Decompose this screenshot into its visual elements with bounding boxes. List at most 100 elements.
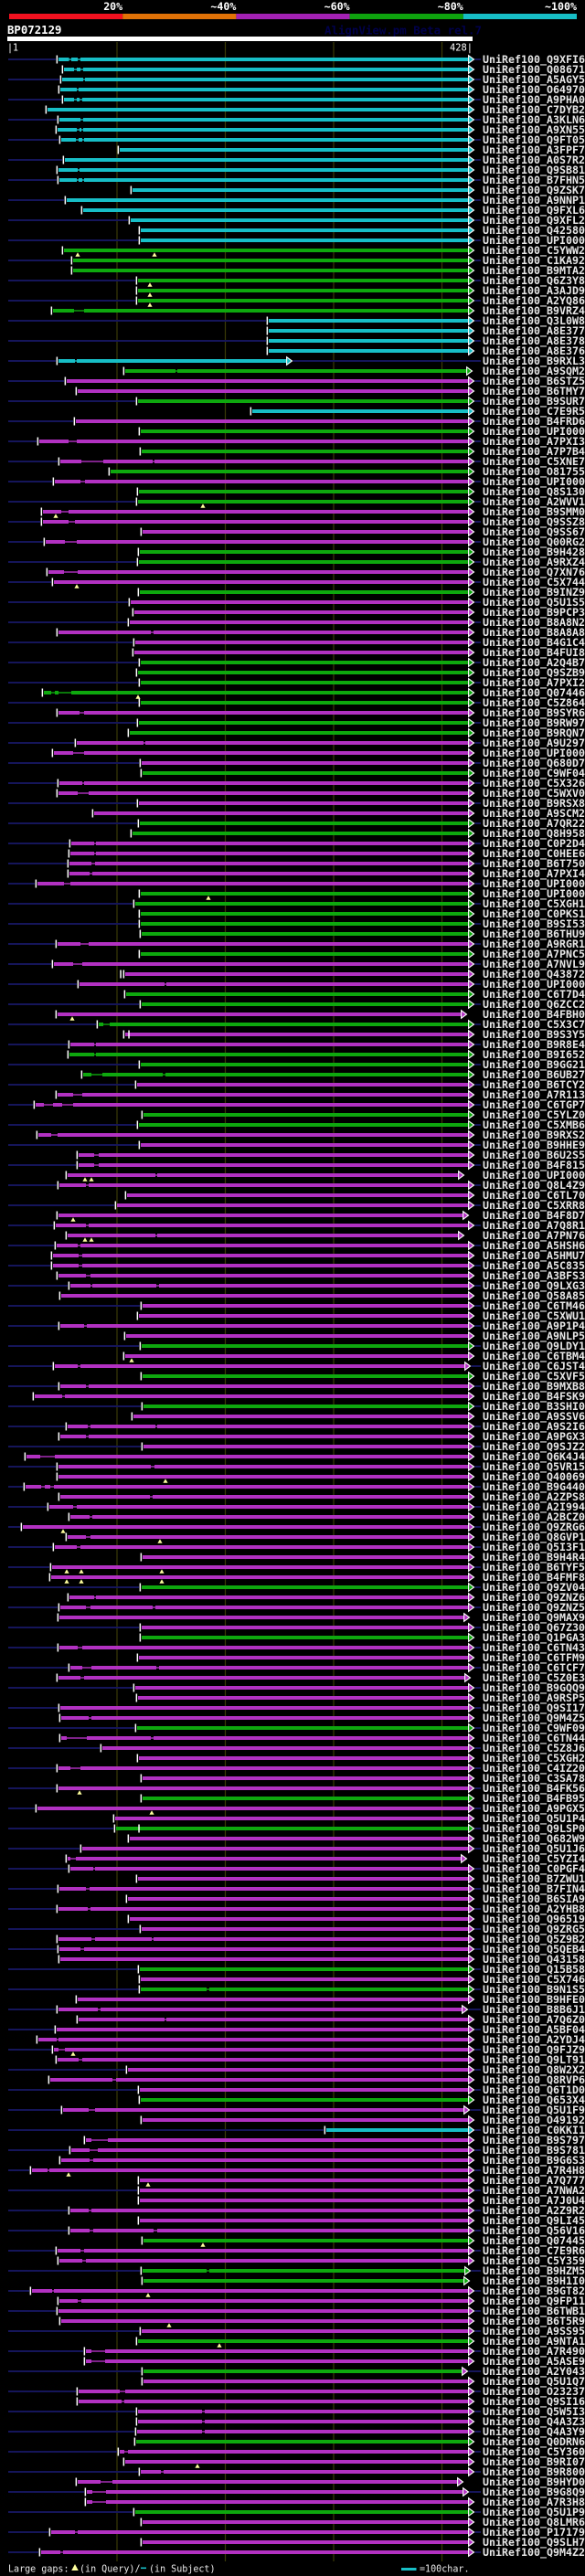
hit-label[interactable]: UniRef100_B9SYR6 <box>483 706 585 720</box>
hit-row[interactable]: UniRef100_B9RXL3 <box>8 355 585 368</box>
hit-label[interactable]: UniRef100_C5Y360 <box>483 2445 585 2459</box>
hit-label[interactable]: UniRef100_Q5U1Q7 <box>483 2375 585 2389</box>
hit-label[interactable]: UniRef100_Q8LMR6 <box>483 2516 585 2529</box>
hit-row[interactable]: UniRef100_C0HEE6 <box>68 847 585 861</box>
hit-label[interactable]: UniRef100_C4IZ20 <box>483 1762 585 1776</box>
hit-row[interactable]: UniRef100_Q8L4Z9 <box>8 1179 585 1193</box>
hit-row[interactable]: UniRef100_A9PGX5 <box>8 1802 585 1816</box>
hit-label[interactable]: UniRef100_A7R3H8 <box>483 2496 585 2509</box>
hit-row[interactable]: UniRef100_B9R800 <box>8 2465 585 2479</box>
hit-label[interactable]: UniRef100_B9PCP3 <box>483 606 585 620</box>
hit-label[interactable]: UniRef100_B8A8A8 <box>483 626 585 640</box>
hit-label[interactable]: UniRef100_C6TFM9 <box>483 1651 585 1665</box>
hit-row[interactable]: UniRef100_Q9LT91 <box>55 2053 585 2067</box>
hit-label[interactable]: UniRef100_Q00RG2 <box>483 535 585 549</box>
hit-row[interactable]: UniRef100_C5XWU1 <box>136 1309 585 1323</box>
hit-label[interactable]: UniRef100_A7QR22 <box>483 817 585 831</box>
hit-label[interactable]: UniRef100_Q43872 <box>483 968 585 981</box>
hit-row[interactable]: UniRef100_A9NNP1 <box>8 194 585 207</box>
hit-row[interactable]: UniRef100_Q8RVP6 <box>48 2073 585 2087</box>
hit-row[interactable]: UniRef100_A7Q777 <box>137 2174 585 2188</box>
hit-row[interactable]: UniRef100_P17179 <box>8 2526 585 2539</box>
hit-label[interactable]: UniRef100_B9GG21 <box>483 1058 585 1072</box>
hit-row[interactable]: UniRef100_C7E9R6 <box>8 2244 585 2258</box>
hit-row[interactable]: UniRef100_C5YZI4 <box>65 1852 585 1866</box>
hit-label[interactable]: UniRef100_Q56V16 <box>483 2224 585 2238</box>
hit-label[interactable]: UniRef100_A7R490 <box>483 2345 585 2359</box>
hit-row[interactable]: UniRef100_C6TFM9 <box>136 1651 585 1665</box>
hit-row[interactable]: UniRef100_C5XNE7 <box>8 455 585 469</box>
hit-label[interactable]: UniRef100_B9RXS2 <box>483 1129 585 1142</box>
hit-label[interactable]: UniRef100_A9SCM2 <box>483 807 585 821</box>
hit-row[interactable]: UniRef100_UPI000.. <box>8 877 585 891</box>
hit-row[interactable]: UniRef100_O81755 <box>108 465 585 479</box>
hit-label[interactable]: UniRef100_A7P7B4 <box>483 445 585 459</box>
hit-label[interactable]: UniRef100_B4FBH0 <box>483 1008 585 1022</box>
hit-row[interactable]: UniRef100_UPI000.. <box>8 475 585 489</box>
hit-label[interactable]: UniRef100_Q9ZRG5 <box>483 1923 585 1936</box>
hit-label[interactable]: UniRef100_Q9SZB9 <box>483 666 585 680</box>
hit-label[interactable]: UniRef100_Q9XFL2 <box>483 214 585 228</box>
hit-row[interactable]: UniRef100_UPI000.. <box>138 425 585 439</box>
hit-label[interactable]: UniRef100_B6SIA9 <box>483 1892 585 1906</box>
hit-label[interactable]: UniRef100_B9SUR7 <box>483 395 585 408</box>
hit-label[interactable]: UniRef100_Q6Z3Y8 <box>483 274 585 288</box>
hit-row[interactable]: UniRef100_A7PNC5 <box>138 948 585 961</box>
hit-label[interactable]: UniRef100_B9G8Q9 <box>483 2486 585 2499</box>
hit-label[interactable]: UniRef100_C5XGH2 <box>483 1752 585 1765</box>
hit-label[interactable]: UniRef100_UPI000.. <box>483 747 585 760</box>
hit-label[interactable]: UniRef100_A2YHB8 <box>483 1903 585 1916</box>
hit-label[interactable]: UniRef100_Q9LI45 <box>483 2214 585 2228</box>
hit-label[interactable]: UniRef100_A7R4H8 <box>483 2164 585 2178</box>
hit-row[interactable]: UniRef100_C9WF04 <box>140 767 585 780</box>
hit-label[interactable]: UniRef100_A5ASE9 <box>483 2355 585 2369</box>
hit-label[interactable]: UniRef100_B9S3Y5 <box>483 1028 585 1042</box>
hit-row[interactable]: UniRef100_B9RI07 <box>122 2455 585 2469</box>
hit-label[interactable]: UniRef100_O23237 <box>483 2385 585 2399</box>
hit-row[interactable]: UniRef100_A7R4H8 <box>8 2164 585 2178</box>
hit-label[interactable]: UniRef100_C5X744 <box>483 576 585 589</box>
hit-row[interactable]: UniRef100_Q9ZSK7 <box>130 184 585 197</box>
hit-label[interactable]: UniRef100_Q5VR15 <box>483 1460 585 1474</box>
hit-label[interactable]: UniRef100_Q5W5I3 <box>483 2405 585 2419</box>
hit-label[interactable]: UniRef100_A9NNP1 <box>483 194 585 207</box>
hit-row[interactable]: UniRef100_B6TMY7 <box>75 385 585 398</box>
hit-row[interactable]: UniRef100_C0KKI1 <box>8 2124 585 2137</box>
hit-label[interactable]: UniRef100_B6UB27 <box>483 1068 585 1082</box>
hit-row[interactable]: UniRef100_C6TN43 <box>8 1641 585 1655</box>
hit-label[interactable]: UniRef100_C5X746 <box>483 1973 585 1987</box>
hit-row[interactable]: UniRef100_A9RSP5 <box>135 1691 585 1705</box>
hit-label[interactable]: UniRef100_A9XN55 <box>483 123 585 137</box>
hit-row[interactable]: UniRef100_A7NWA2 <box>8 2184 585 2198</box>
hit-label[interactable]: UniRef100_C5X326 <box>483 777 585 790</box>
hit-label[interactable]: UniRef100_B4F8D7 <box>483 1209 585 1223</box>
hit-label[interactable]: UniRef100_C0HEE6 <box>483 847 585 861</box>
hit-row[interactable]: UniRef100_C0PGF4 <box>8 1862 585 1876</box>
hit-row[interactable]: UniRef100_Q5I3F1 <box>8 1541 585 1554</box>
hit-label[interactable]: UniRef100_C6JST4 <box>483 1360 585 1373</box>
hit-label[interactable]: UniRef100_UPI000.. <box>483 877 585 891</box>
hit-label[interactable]: UniRef100_A9SQM2 <box>483 365 585 378</box>
hit-row[interactable]: UniRef100_C5X746 <box>138 1973 585 1987</box>
hit-row[interactable]: UniRef100_B4FB95 <box>140 1792 585 1806</box>
hit-row[interactable]: UniRef100_C5XRR8 <box>8 1199 585 1213</box>
hit-label[interactable]: UniRef100_C5Y359 <box>483 2254 585 2268</box>
hit-label[interactable]: UniRef100_C5YZI4 <box>483 1852 585 1866</box>
hit-label[interactable]: UniRef100_Q8L4Z9 <box>483 1179 585 1193</box>
hit-row[interactable]: UniRef100_Q43158 <box>58 1953 585 1966</box>
hit-row[interactable]: UniRef100_A7QR22 <box>8 817 585 831</box>
hit-row[interactable]: UniRef100_B4FBH0 <box>55 1008 585 1022</box>
hit-row[interactable]: UniRef100_B6SIA9 <box>125 1892 585 1906</box>
hit-row[interactable]: UniRef100_B6TWB1 <box>8 2305 585 2318</box>
hit-row[interactable]: UniRef100_B4FSK9 <box>32 1390 585 1404</box>
hit-row[interactable]: UniRef100_B6U2S5 <box>76 1149 585 1162</box>
hit-row[interactable]: UniRef100_B4F8D7 <box>56 1209 585 1223</box>
hit-row[interactable]: UniRef100_A7R490 <box>8 2345 585 2359</box>
hit-row[interactable]: UniRef100_A7PXI2 <box>8 676 585 690</box>
hit-row[interactable]: UniRef100_B9RSX8 <box>8 797 585 811</box>
hit-label[interactable]: UniRef100_B7ZWU1 <box>483 1872 585 1886</box>
hit-row[interactable]: UniRef100_Q9SSZ8 <box>8 515 585 529</box>
hit-row[interactable]: UniRef100_A3BFS3 <box>56 1269 585 1283</box>
hit-label[interactable]: UniRef100_UPI000.. <box>483 1169 585 1182</box>
hit-row[interactable]: UniRef100_A9SSV6 <box>131 1410 585 1424</box>
